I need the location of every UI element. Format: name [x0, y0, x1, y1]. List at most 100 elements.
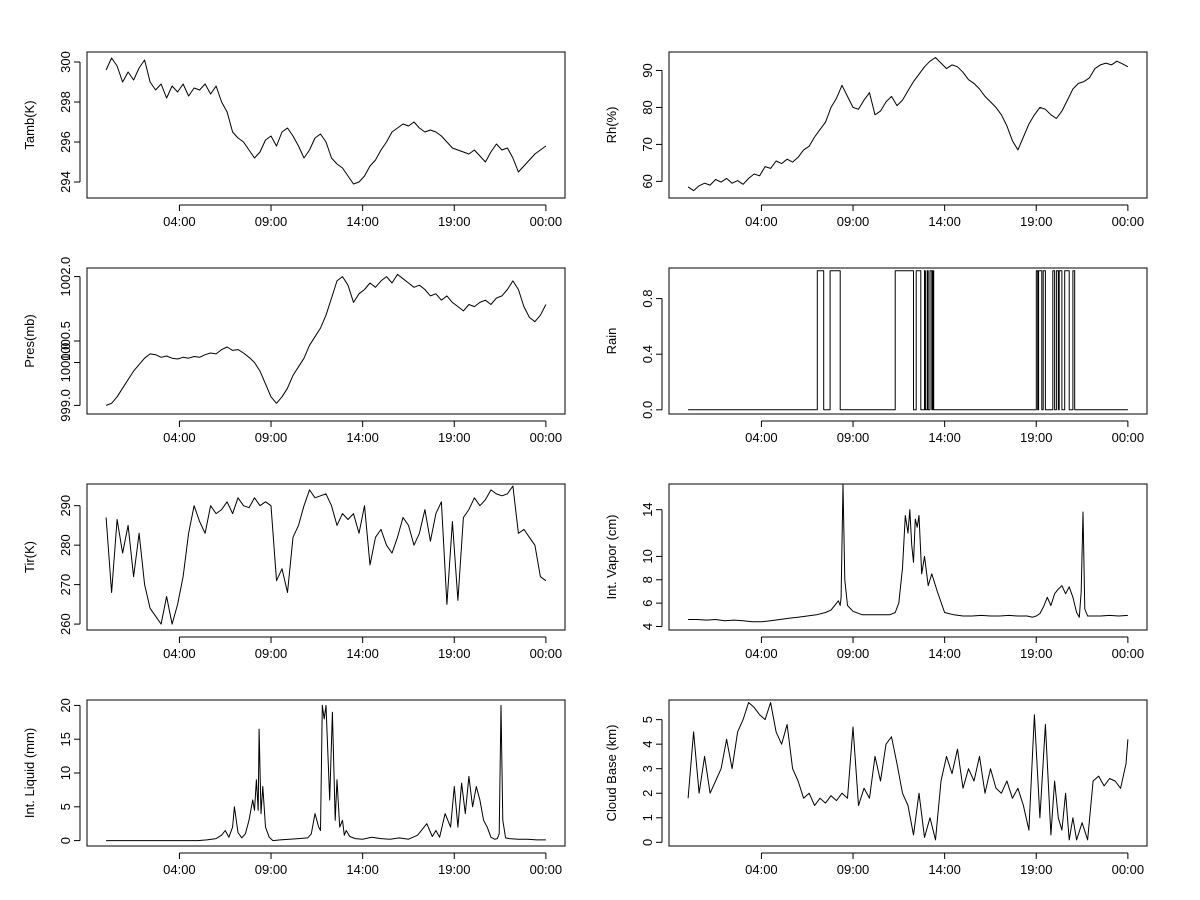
y-tick-label: 80	[640, 100, 655, 114]
y-tick-label: 70	[640, 137, 655, 151]
y-tick-label: 296	[58, 131, 73, 153]
x-tick-label: 09:00	[255, 862, 288, 877]
y-tick-label: 270	[58, 574, 73, 596]
y-tick-label: 280	[58, 534, 73, 556]
y-tick-label: 290	[58, 495, 73, 517]
x-tick-label: 14:00	[928, 430, 961, 445]
x-tick-label: 00:00	[530, 430, 563, 445]
x-tick-label: 14:00	[928, 646, 961, 661]
x-tick-label: 19:00	[438, 646, 471, 661]
y-tick-label: 0	[640, 839, 655, 846]
x-tick-label: 00:00	[1112, 862, 1145, 877]
y-tick-label: 2	[640, 790, 655, 797]
y-axis-title: Tamb(K)	[22, 100, 37, 149]
x-tick-label: 04:00	[163, 862, 196, 877]
series-line	[687, 57, 1129, 192]
x-tick-label: 19:00	[438, 862, 471, 877]
x-tick-label: 09:00	[255, 646, 288, 661]
y-tick-label: 90	[640, 63, 655, 77]
x-tick-label: 09:00	[837, 862, 870, 877]
y-tick-label: 1002.0	[58, 257, 73, 297]
y-axis-title: Cloud Base (km)	[604, 725, 619, 822]
x-tick-label: 14:00	[346, 646, 379, 661]
series-line	[105, 273, 547, 406]
y-tick-label: 300	[58, 51, 73, 73]
y-tick-label: 999.0	[58, 389, 73, 422]
x-tick-label: 00:00	[1112, 214, 1145, 229]
panel-integrated-vapor: 04:00 09:00 14:00 19:00 00:00 4 6 8 10 14 Int. Vap…	[604, 483, 1148, 661]
x-tick-label: 04:00	[745, 862, 778, 877]
y-tick-label: 10	[58, 766, 73, 780]
plot-frame	[86, 267, 566, 415]
x-tick-label: 00:00	[1112, 430, 1145, 445]
plot-frame	[86, 699, 566, 847]
plot-frame	[86, 51, 566, 199]
y-tick-label: 0.0	[640, 401, 655, 419]
panel-ir-temperature: 04:00 09:00 14:00 19:00 00:00 260 270 280 290 Tir…	[22, 483, 566, 661]
x-tick-label: 04:00	[163, 430, 196, 445]
y-tick-label: 4	[640, 741, 655, 748]
y-tick-label: 1000.0	[58, 343, 73, 383]
y-tick-label: 5	[640, 716, 655, 723]
y-axis-title: Tir(K)	[22, 541, 37, 573]
panel-rain: 04:00 09:00 14:00 19:00 00:00 0.0 0.4 0.8 Rain	[604, 267, 1148, 445]
panel-ambient-temperature: 04:00 09:00 14:00 19:00 00:00 294 296 298 300 Tam…	[22, 51, 566, 229]
series-line	[105, 57, 547, 185]
y-tick-label: 60	[640, 174, 655, 188]
x-tick-label: 04:00	[745, 646, 778, 661]
panel-integrated-liquid: 04:00 09:00 14:00 19:00 00:00 0 5 10 15 20 Int. Li…	[22, 698, 566, 877]
series-line	[688, 270, 1128, 411]
series-line	[105, 485, 547, 625]
x-tick-label: 09:00	[837, 646, 870, 661]
y-tick-label: 15	[58, 732, 73, 746]
y-tick-label: 294	[58, 171, 73, 193]
x-tick-label: 14:00	[346, 430, 379, 445]
x-tick-label: 19:00	[1020, 214, 1053, 229]
y-tick-label: 0	[58, 837, 73, 844]
y-axis-title: Rain	[604, 328, 619, 355]
x-tick-label: 04:00	[745, 214, 778, 229]
y-tick-label: 6	[640, 600, 655, 607]
y-tick-label: 0.4	[640, 345, 655, 363]
x-tick-label: 00:00	[530, 862, 563, 877]
y-tick-label: 20	[58, 698, 73, 712]
y-tick-label: 1	[640, 814, 655, 821]
plot-frame	[668, 267, 1148, 415]
x-tick-label: 04:00	[163, 646, 196, 661]
x-tick-label: 09:00	[255, 214, 288, 229]
x-tick-label: 19:00	[438, 430, 471, 445]
x-tick-label: 14:00	[928, 862, 961, 877]
panel-relative-humidity: 04:00 09:00 14:00 19:00 00:00 60 70 80 90 Rh(%)	[604, 51, 1148, 229]
plot-frame	[86, 483, 566, 631]
plot-frame	[668, 483, 1148, 631]
x-tick-label: 19:00	[438, 214, 471, 229]
y-axis-title: Int. Vapor (cm)	[604, 514, 619, 599]
x-tick-label: 09:00	[837, 430, 870, 445]
y-tick-label: 0.8	[640, 290, 655, 308]
series-line	[688, 483, 1128, 623]
plot-frame	[668, 51, 1148, 199]
x-tick-label: 19:00	[1020, 430, 1053, 445]
y-tick-label: 8	[640, 576, 655, 583]
x-tick-label: 09:00	[255, 430, 288, 445]
y-axis-title: Pres(mb)	[22, 314, 37, 367]
x-tick-label: 04:00	[163, 214, 196, 229]
x-tick-label: 14:00	[346, 862, 379, 877]
panel-cloud-base: 04:00 09:00 14:00 19:00 00:00 0 1 2 3 4 5 Cloud Bas…	[604, 699, 1148, 877]
x-tick-label: 09:00	[837, 214, 870, 229]
x-tick-label: 14:00	[928, 214, 961, 229]
x-tick-label: 19:00	[1020, 646, 1053, 661]
y-tick-label: 5	[58, 803, 73, 810]
y-tick-label: 1000.5	[58, 321, 73, 361]
x-tick-label: 00:00	[530, 214, 563, 229]
y-axis-title: Int. Liquid (mm)	[22, 728, 37, 818]
panel-pressure: 04:00 09:00 14:00 19:00 00:00 999.0 1000.01000…	[22, 257, 566, 445]
y-tick-label: 14	[640, 502, 655, 516]
series-line	[687, 702, 1129, 841]
y-tick-label: 10	[640, 549, 655, 563]
y-tick-label: 298	[58, 91, 73, 113]
series-line	[106, 704, 546, 842]
y-tick-label: 260	[58, 613, 73, 635]
x-tick-label: 00:00	[1112, 646, 1145, 661]
